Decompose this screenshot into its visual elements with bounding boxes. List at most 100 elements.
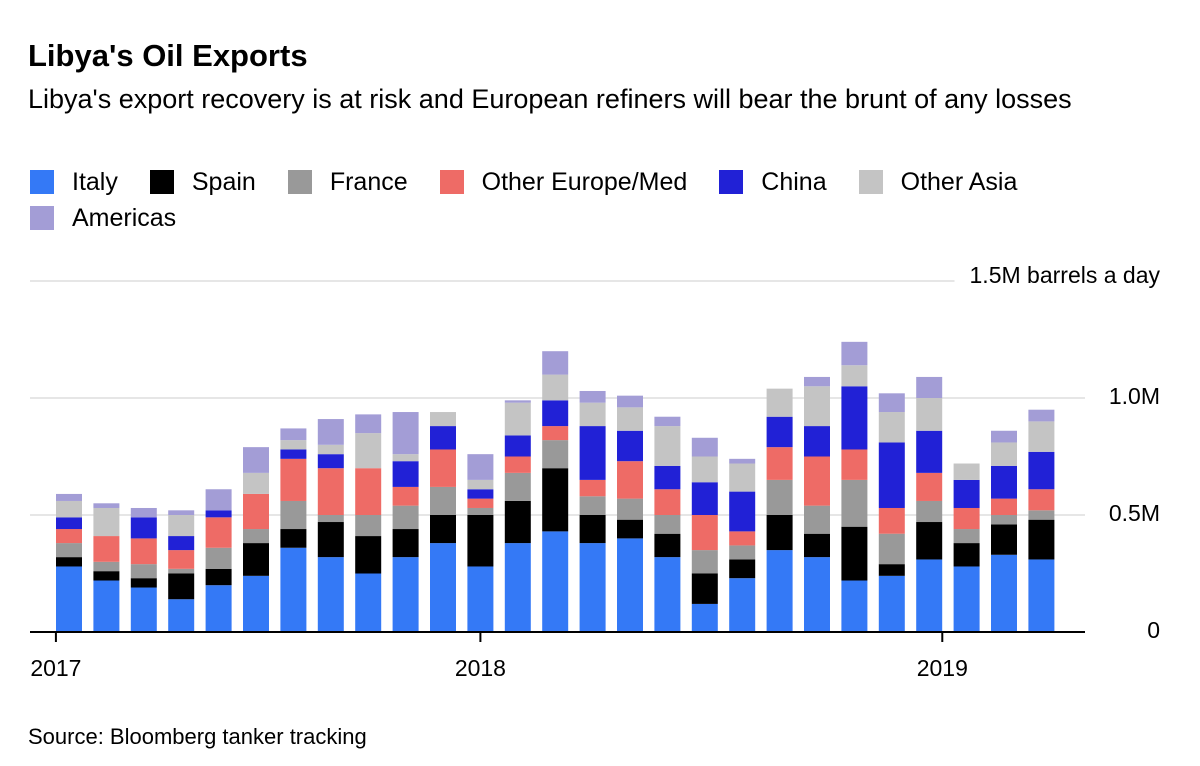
bar-segment bbox=[654, 533, 681, 558]
bar-segment bbox=[542, 400, 569, 427]
bar-segment bbox=[841, 341, 868, 366]
bar-segment bbox=[916, 398, 943, 431]
bar-segment bbox=[317, 454, 344, 469]
chart-subtitle: Libya's export recovery is at risk and E… bbox=[28, 84, 1072, 114]
bar-segment bbox=[654, 426, 681, 466]
bar-segment bbox=[1028, 451, 1055, 490]
bar-segment bbox=[317, 522, 344, 558]
bar-segment bbox=[430, 412, 456, 427]
bar-segment bbox=[804, 456, 830, 506]
bar-segment bbox=[430, 543, 456, 632]
bar-segment bbox=[355, 468, 382, 515]
bar-segment bbox=[317, 515, 344, 523]
bar-segment bbox=[953, 507, 980, 530]
legend-item: France bbox=[287, 168, 408, 196]
bar-segment bbox=[93, 571, 120, 581]
bar-segment bbox=[56, 500, 82, 518]
bar-segment bbox=[93, 561, 120, 572]
bar-segment bbox=[953, 529, 980, 544]
legend-item: Spain bbox=[149, 168, 256, 196]
bar-segment bbox=[56, 529, 82, 544]
source-note: Source: Bloomberg tanker tracking bbox=[28, 724, 367, 749]
bar-segment bbox=[804, 533, 830, 558]
y-tick-label: 1.0M bbox=[1109, 383, 1160, 409]
bar-segment bbox=[430, 486, 456, 515]
bar-segment bbox=[878, 533, 905, 565]
bar-segment bbox=[56, 566, 82, 632]
bar-segment bbox=[991, 524, 1017, 555]
bar-segment bbox=[168, 573, 195, 600]
bar-segment bbox=[205, 510, 232, 518]
legend-item: Italy bbox=[30, 167, 118, 196]
bar-segment bbox=[355, 414, 382, 434]
bar-segment bbox=[617, 407, 643, 431]
bar-segment bbox=[916, 376, 943, 398]
bar-segment bbox=[579, 496, 606, 515]
y-tick-label: 1.5M barrels a day bbox=[970, 262, 1161, 288]
bar-segment bbox=[1028, 559, 1055, 632]
bar-segment bbox=[579, 515, 606, 544]
bar-segment bbox=[617, 430, 643, 462]
bar-segment bbox=[130, 587, 157, 632]
bar-segment bbox=[991, 465, 1017, 499]
bar-segment bbox=[205, 517, 232, 548]
bar-segment bbox=[392, 454, 419, 462]
legend-item: Other Asia bbox=[858, 168, 1017, 196]
x-tick-label: 2019 bbox=[917, 655, 968, 681]
bar-segment bbox=[729, 463, 756, 492]
bar-segment bbox=[355, 515, 382, 537]
bar-segment bbox=[243, 529, 269, 544]
bar-segment bbox=[542, 468, 569, 532]
bar-segment bbox=[542, 351, 569, 375]
x-tick-label: 2017 bbox=[30, 655, 81, 681]
bar-segment bbox=[691, 573, 718, 604]
bar-segment bbox=[1028, 409, 1055, 422]
bar-segment bbox=[280, 449, 307, 459]
bar-segment bbox=[841, 386, 868, 450]
bar-segment bbox=[878, 412, 905, 443]
bar-segment bbox=[467, 479, 494, 490]
bar-segment bbox=[766, 388, 793, 417]
bar-segment bbox=[392, 412, 419, 455]
bar-segment bbox=[804, 386, 830, 427]
bar-segment bbox=[729, 578, 756, 632]
bar-segment bbox=[991, 430, 1017, 443]
bar-segment bbox=[766, 550, 793, 632]
bar-segment bbox=[916, 430, 943, 473]
bar-segment bbox=[617, 461, 643, 499]
bar-segment bbox=[168, 568, 195, 574]
bar-segment bbox=[542, 374, 569, 401]
bar-segment bbox=[953, 463, 980, 480]
bar-segment bbox=[280, 500, 307, 530]
y-tick-label: 0 bbox=[1147, 617, 1160, 643]
bar-segment bbox=[93, 503, 120, 508]
bar-segment bbox=[991, 498, 1017, 515]
bar-segment bbox=[392, 486, 419, 506]
bar-segment bbox=[168, 550, 195, 569]
bar-segment bbox=[841, 580, 868, 632]
legend-swatch bbox=[858, 170, 883, 194]
bar-segment bbox=[467, 507, 494, 515]
bar-segment bbox=[280, 458, 307, 501]
bar-segment bbox=[430, 426, 456, 450]
legend-swatch bbox=[149, 170, 174, 194]
bar-segment bbox=[1028, 421, 1055, 452]
bar-segment bbox=[130, 578, 157, 588]
bar-segment bbox=[243, 575, 269, 632]
bar-segment bbox=[729, 545, 756, 560]
bar-segment bbox=[691, 515, 718, 551]
bar-segment bbox=[953, 543, 980, 567]
bar-segment bbox=[878, 564, 905, 576]
bar-segment bbox=[317, 419, 344, 445]
bar-segment bbox=[430, 449, 456, 487]
bar-segment bbox=[654, 557, 681, 632]
bar-segment bbox=[1028, 510, 1055, 520]
bar-segment bbox=[654, 515, 681, 534]
bar-segment bbox=[56, 517, 82, 530]
bar-segment bbox=[617, 519, 643, 539]
legend-label: Italy bbox=[72, 167, 118, 196]
bar-segment bbox=[804, 426, 830, 457]
bar-segment bbox=[243, 493, 269, 530]
bar-segment bbox=[579, 390, 606, 403]
